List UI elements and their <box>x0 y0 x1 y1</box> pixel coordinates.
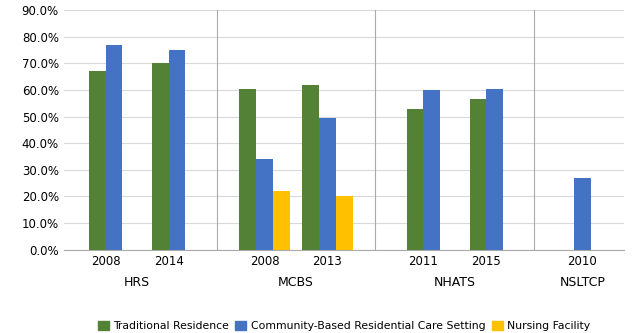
Bar <box>424 90 440 250</box>
Text: MCBS: MCBS <box>278 276 314 289</box>
Bar <box>89 71 106 250</box>
Bar <box>106 45 122 250</box>
Bar <box>256 159 273 250</box>
Bar <box>406 109 424 250</box>
Bar <box>336 196 353 250</box>
Bar <box>303 85 319 250</box>
Bar <box>240 89 256 250</box>
Text: NHATS: NHATS <box>434 276 476 289</box>
Text: NSLTCP: NSLTCP <box>559 276 605 289</box>
Bar <box>487 89 503 250</box>
Bar <box>319 118 336 250</box>
Bar <box>469 99 487 250</box>
Bar <box>169 50 185 250</box>
Text: HRS: HRS <box>124 276 150 289</box>
Bar <box>273 191 290 250</box>
Bar <box>574 178 590 250</box>
Legend: Traditional Residence, Community-Based Residential Care Setting, Nursing Facilit: Traditional Residence, Community-Based R… <box>94 317 594 333</box>
Bar <box>152 63 169 250</box>
